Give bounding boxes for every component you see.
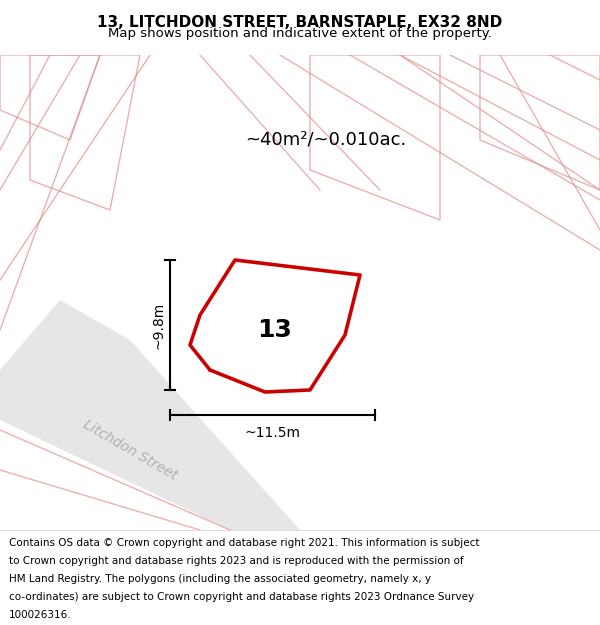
Text: Contains OS data © Crown copyright and database right 2021. This information is : Contains OS data © Crown copyright and d… [9,538,479,548]
Polygon shape [0,300,300,530]
Text: Litchdon Street: Litchdon Street [80,418,179,482]
Text: ~9.8m: ~9.8m [151,301,165,349]
Text: Map shows position and indicative extent of the property.: Map shows position and indicative extent… [108,27,492,39]
Text: to Crown copyright and database rights 2023 and is reproduced with the permissio: to Crown copyright and database rights 2… [9,556,464,566]
Text: 100026316.: 100026316. [9,610,71,620]
Text: ~40m²/~0.010ac.: ~40m²/~0.010ac. [245,131,406,149]
Polygon shape [190,260,360,392]
Text: co-ordinates) are subject to Crown copyright and database rights 2023 Ordnance S: co-ordinates) are subject to Crown copyr… [9,592,474,602]
Text: 13: 13 [257,318,292,342]
Text: 13, LITCHDON STREET, BARNSTAPLE, EX32 8ND: 13, LITCHDON STREET, BARNSTAPLE, EX32 8N… [97,16,503,31]
Text: HM Land Registry. The polygons (including the associated geometry, namely x, y: HM Land Registry. The polygons (includin… [9,574,431,584]
Text: ~11.5m: ~11.5m [245,426,301,440]
